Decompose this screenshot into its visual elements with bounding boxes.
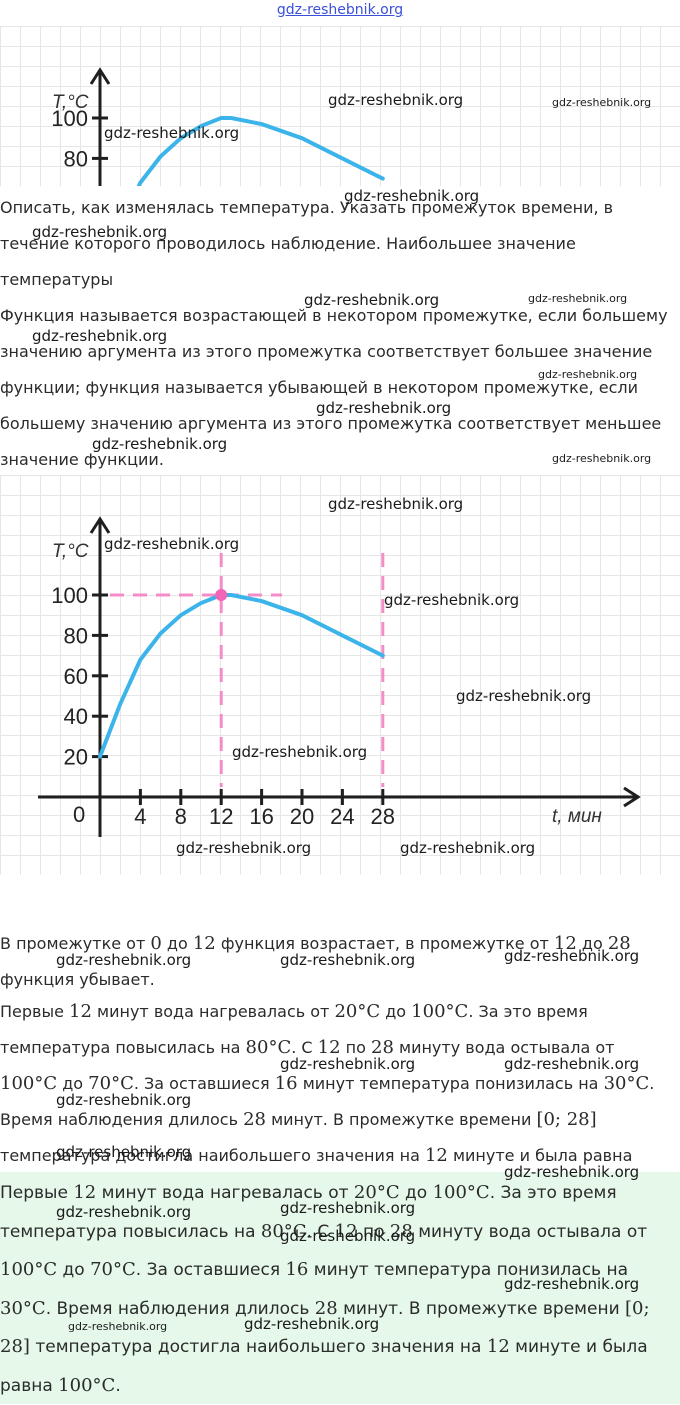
- graph-preview-svg: 100 80 T,°C: [51, 67, 385, 186]
- graph-ticks: 20 40 60 80 100 4 8 12 16 20 24 28: [51, 583, 395, 829]
- graph-dashed-guides: [110, 553, 385, 787]
- x-axis-arrow: [623, 786, 641, 808]
- y-axis-arrow: [89, 516, 111, 534]
- y-tick-label: 80: [64, 146, 88, 171]
- x-tick-label: 16: [249, 804, 273, 829]
- graph-max-marker: [215, 589, 228, 601]
- site-header-link[interactable]: gdz-reshebnik.org: [276, 2, 404, 18]
- x-tick-label: 20: [290, 804, 314, 829]
- graph-preview-axes: [89, 67, 111, 186]
- solution-monotonic-text: В промежутке от 0 до 12 функция возраста…: [0, 933, 631, 989]
- graph-axes: [38, 516, 641, 837]
- graph-curve: [98, 593, 385, 759]
- answer-box: Первые 12 минут вода нагревалась от 20°C…: [0, 1172, 680, 1404]
- x-tick-label: 4: [134, 804, 146, 829]
- origin-label: 0: [73, 802, 85, 827]
- x-axis-label: t, мин: [552, 806, 602, 827]
- graph-preview-y-ticks: 100 80: [51, 106, 108, 171]
- y-tick-label: 100: [51, 583, 88, 608]
- temperature-graph: 20 40 60 80 100 4 8 12 16 20 24 28 T,°C t, мин 0: [0, 475, 680, 875]
- y-axis-arrow: [89, 67, 111, 85]
- x-tick-label: 8: [175, 804, 187, 829]
- graph-preview-y-axis-label: T,°C: [52, 92, 89, 113]
- x-tick-label: 28: [371, 804, 395, 829]
- x-tick-label: 12: [209, 804, 233, 829]
- graph-preview: 100 80 T,°C: [0, 26, 680, 186]
- temperature-line: [136, 116, 385, 186]
- y-tick-label: 80: [64, 623, 88, 648]
- y-tick-label: 100: [51, 106, 88, 131]
- task-text: Описать, как изменялась температура. Ука…: [0, 198, 614, 289]
- max-point-marker: [215, 589, 228, 601]
- y-tick-label: 20: [64, 745, 88, 770]
- graph-preview-curve: [136, 116, 385, 186]
- definition-text: Функция называется возрастающей в некото…: [0, 306, 668, 469]
- x-tick-label: 24: [330, 804, 354, 829]
- y-tick-label: 40: [64, 704, 88, 729]
- y-tick-label: 60: [64, 664, 88, 689]
- y-axis-label: T,°C: [52, 541, 89, 562]
- answer-text: Первые 12 минут вода нагревалась от 20°C…: [0, 1182, 650, 1396]
- temperature-graph-svg: 20 40 60 80 100 4 8 12 16 20 24 28 T,°C t, мин 0: [38, 516, 641, 837]
- solution-detail-text: Первые 12 минут вода нагревалась от 20°C…: [0, 1001, 655, 1202]
- temperature-line: [98, 593, 385, 759]
